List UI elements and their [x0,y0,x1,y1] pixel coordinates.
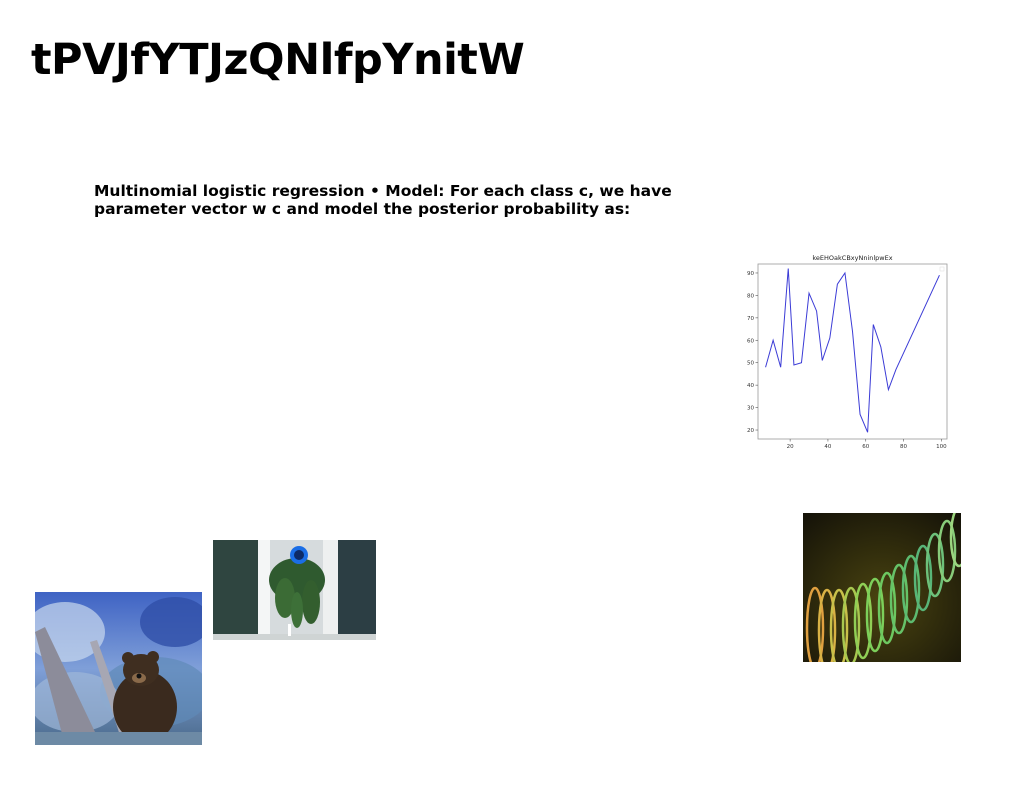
slide-body-text: Multinomial logistic regression • Model:… [94,182,714,218]
glowing-spiral-photo [803,513,961,662]
x-tick-label: 60 [862,444,869,450]
y-tick-label: 70 [747,316,754,322]
y-tick-label: 90 [747,271,754,277]
glowing-spiral-photo-image [803,513,961,662]
y-tick-label: 30 [747,406,754,412]
line-chart-svg: keEHOakCBxyNninlpwEx 20 40 60 80 100 20 30 40 50 6… [747,254,948,450]
body-line-2: parameter vector w c and model the poste… [94,200,631,218]
bear-photo [35,592,202,745]
y-tick-label: 50 [747,361,754,367]
x-tick-label: 100 [936,444,947,450]
y-tick-label: 60 [747,338,754,344]
y-tick-label: 40 [747,383,754,389]
series-line [765,268,940,433]
y-tick-label: 80 [747,293,754,299]
bear-photo-image [35,592,202,745]
chart-legend [939,266,945,272]
x-tick-label: 40 [824,444,831,450]
chart-title: keEHOakCBxyNninlpwEx [812,254,892,262]
slide-title: tPVJfYTJzQNlfpYnitW [31,35,525,85]
line-chart: keEHOakCBxyNninlpwEx 20 40 60 80 100 20 30 40 50 6… [740,250,955,455]
x-tick-label: 80 [900,444,907,450]
y-tick-label: 20 [747,428,754,434]
window-plant-photo-image [213,540,376,640]
x-tick-label: 20 [787,444,794,450]
body-line-1: Multinomial logistic regression • Model:… [94,182,672,200]
window-plant-photo [213,540,376,640]
